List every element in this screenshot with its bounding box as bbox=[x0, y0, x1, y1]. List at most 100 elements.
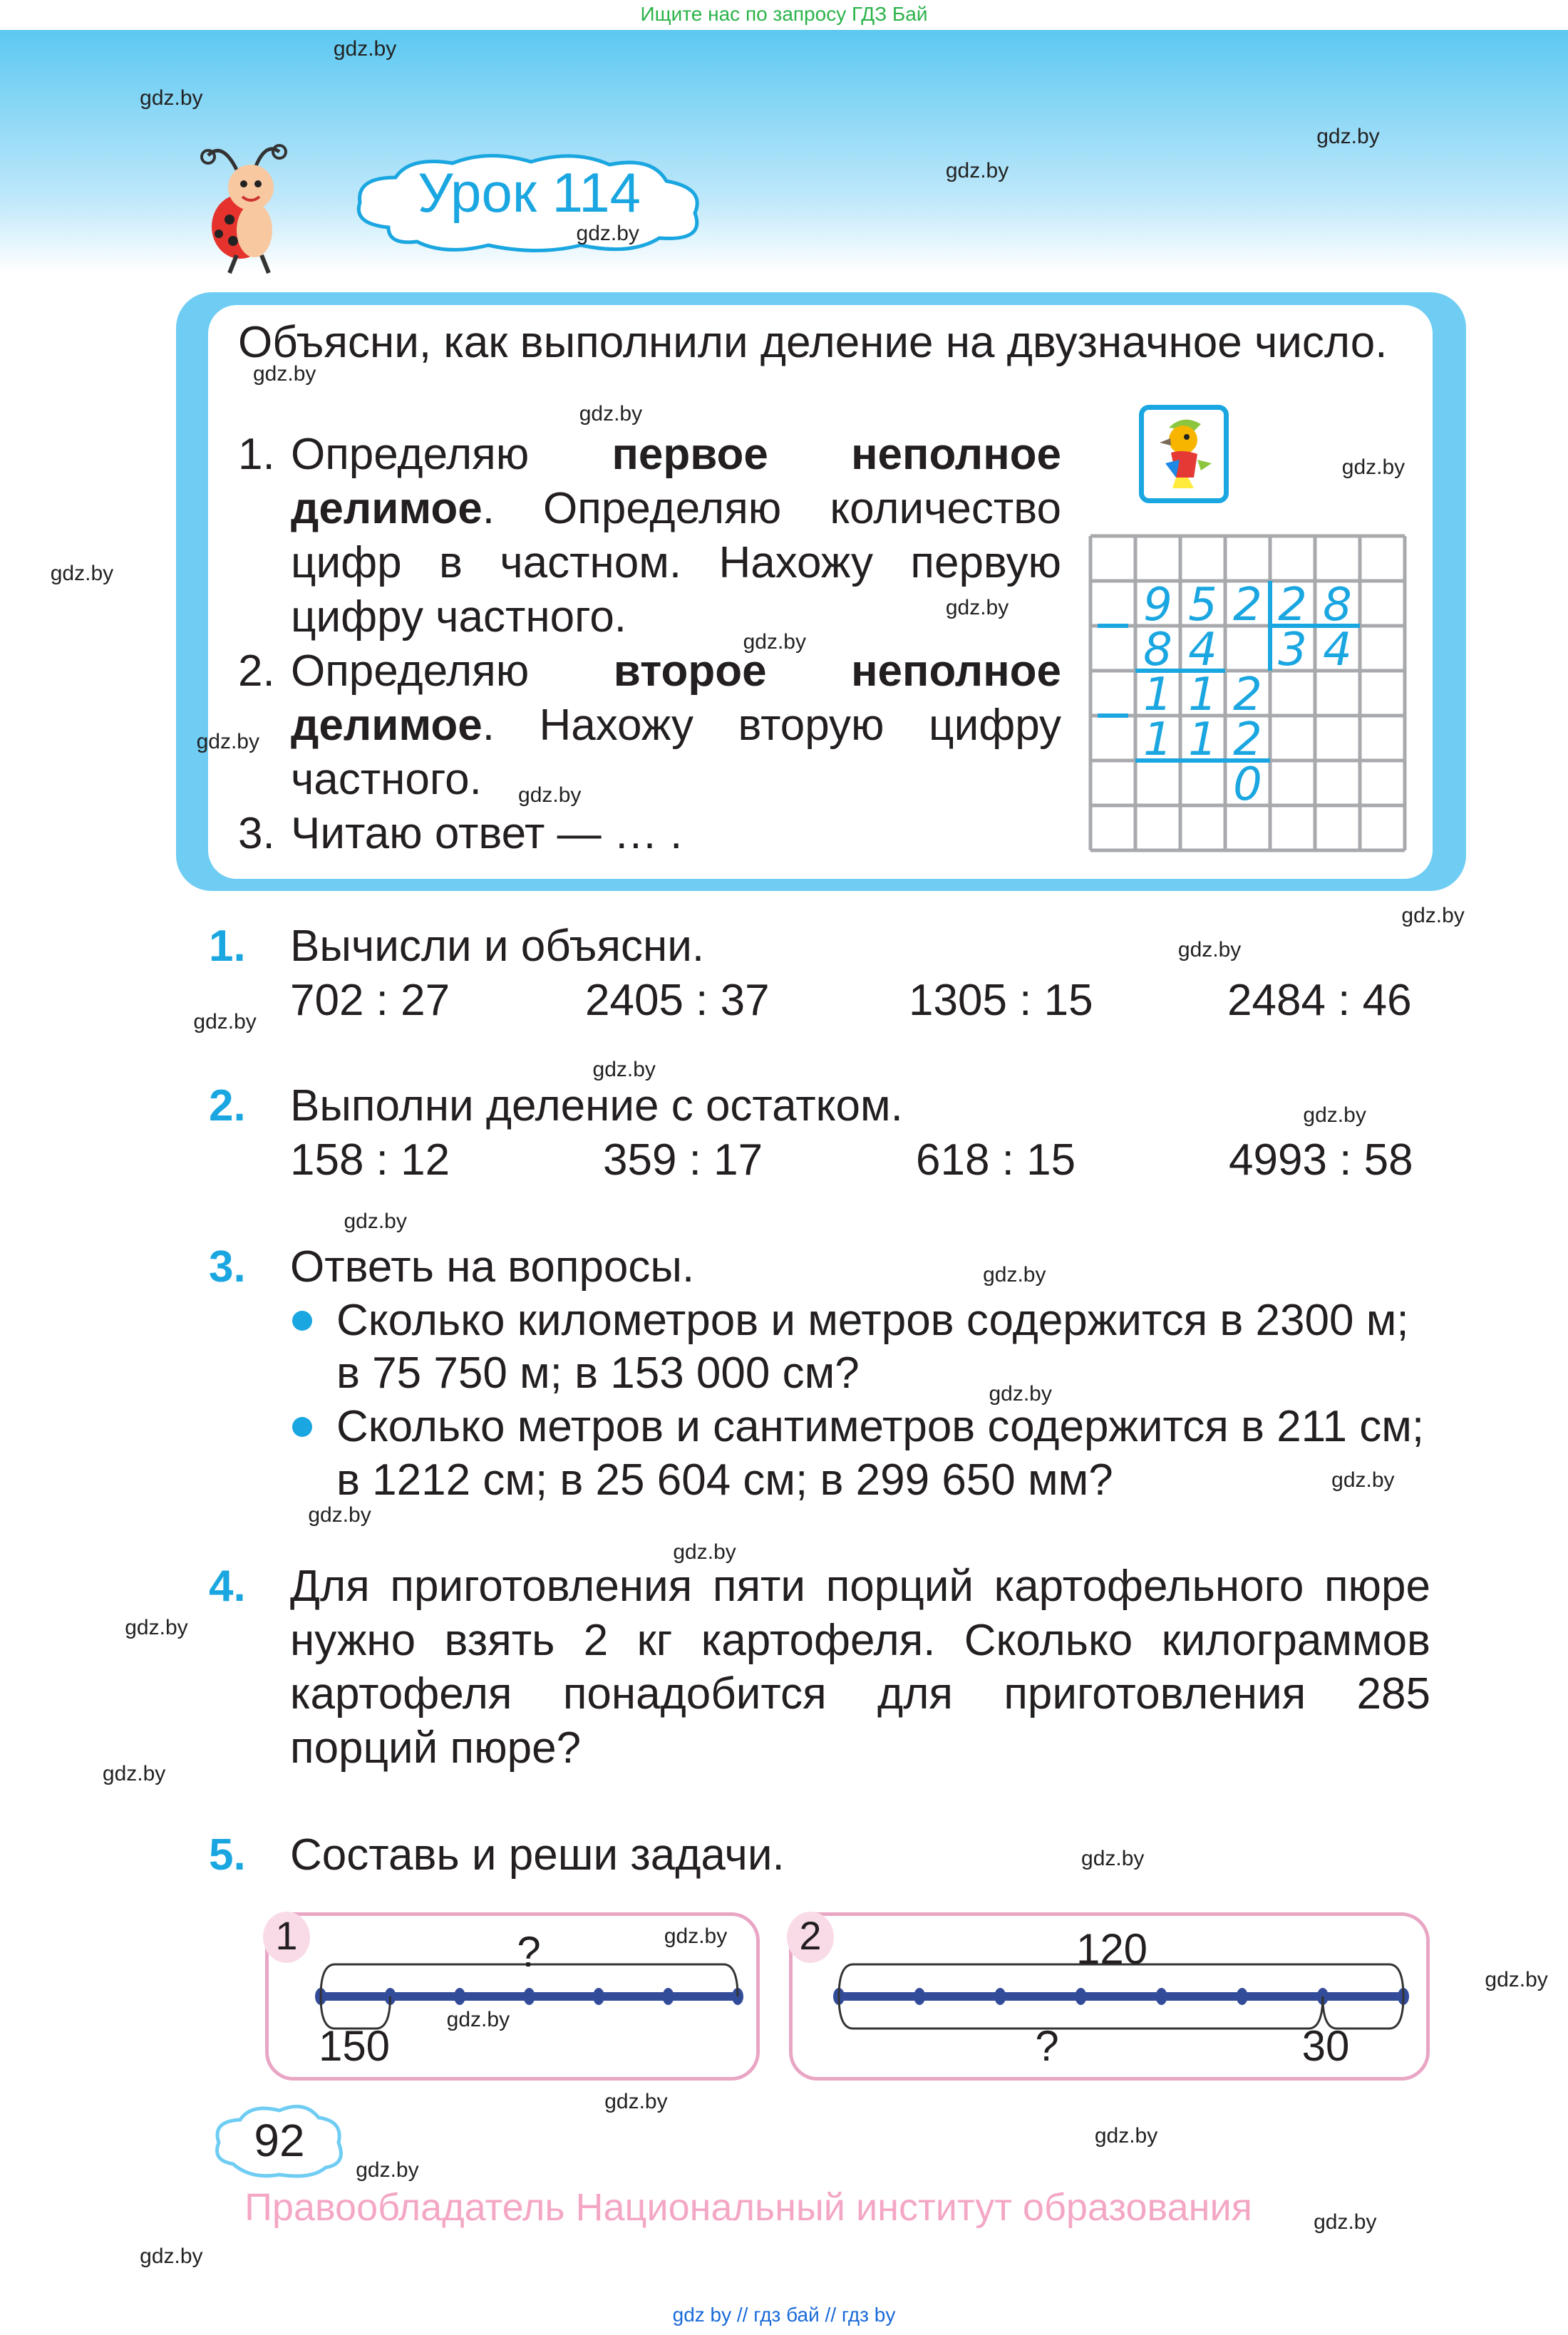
question-line: в 1212 см; в 25 604 см; в 299 650 мм? bbox=[336, 1455, 1113, 1505]
step-text-part: . Определяю количество цифр в частном. Н… bbox=[291, 484, 1061, 641]
expression: 4993 : 58 bbox=[1229, 1135, 1413, 1185]
segment-diagram bbox=[833, 1963, 1409, 2030]
page-number-cloud bbox=[215, 2104, 343, 2178]
bullet-icon bbox=[292, 1417, 312, 1437]
segment-point bbox=[914, 1988, 926, 2005]
watermark: gdz.by bbox=[983, 1263, 1046, 1287]
diagram-number: 2 bbox=[787, 1912, 834, 1963]
watermark: gdz.by bbox=[743, 629, 806, 654]
segment-point bbox=[1155, 1988, 1167, 2005]
watermark: gdz.by bbox=[446, 2008, 510, 2032]
handwritten-digit: 5 bbox=[1188, 579, 1217, 632]
parrot-picture bbox=[1139, 405, 1229, 503]
expression: 702 : 27 bbox=[290, 976, 450, 1025]
segment-point bbox=[994, 1988, 1006, 2005]
watermark: gdz.by bbox=[140, 86, 203, 110]
brace bbox=[1321, 1996, 1405, 2030]
explanation-steps: 1. Определяю первое неполное делимое. Опр… bbox=[238, 428, 1061, 861]
step-text-part: Читаю ответ — … . bbox=[291, 809, 683, 858]
watermark: gdz.by bbox=[1485, 1967, 1548, 1991]
handwritten-digit: 1 bbox=[1143, 713, 1172, 766]
handwritten-digit: 4 bbox=[1323, 624, 1352, 676]
watermark: gdz.by bbox=[989, 1382, 1052, 1406]
footer-links[interactable]: gdz by // гдз бай // гдз by bbox=[672, 2304, 896, 2326]
brace bbox=[837, 1963, 1405, 1997]
expression: 1305 : 15 bbox=[909, 976, 1093, 1025]
watermark: gdz.by bbox=[945, 159, 1009, 183]
expression: 2405 : 37 bbox=[585, 976, 770, 1025]
segment-point bbox=[1236, 1988, 1248, 2005]
division-grid: 9 5 2 2 88 4 3 41 1 21 1 20 bbox=[1088, 534, 1407, 852]
handwritten-digit: 2 bbox=[1278, 579, 1307, 632]
expression: 158 : 12 bbox=[290, 1135, 450, 1185]
watermark: gdz.by bbox=[1341, 455, 1405, 480]
lesson-title: Урок 114 bbox=[418, 161, 641, 224]
step-text: Определяю первое неполное делимое. Опред… bbox=[291, 428, 1061, 644]
watermark: gdz.by bbox=[196, 729, 259, 753]
watermark: gdz.by bbox=[308, 1502, 371, 1527]
watermark: gdz.by bbox=[344, 1209, 407, 1233]
watermark: gdz.by bbox=[945, 595, 1009, 619]
watermark: gdz.by bbox=[50, 561, 114, 585]
lesson-title-cloud bbox=[357, 153, 699, 252]
exercise-5-number: 5. bbox=[209, 1830, 246, 1880]
watermark: gdz.by bbox=[1316, 125, 1380, 149]
page-number: 92 bbox=[254, 2115, 305, 2166]
watermark: gdz.by bbox=[576, 222, 639, 246]
diagram-number: 1 bbox=[263, 1912, 310, 1963]
step-item: 1. Определяю первое неполное делимое. Опр… bbox=[238, 428, 1061, 644]
segment-point bbox=[593, 1988, 604, 2005]
brace bbox=[319, 1996, 391, 2030]
watermark: gdz.by bbox=[1401, 904, 1465, 928]
step-term: второе неполное делимое bbox=[291, 646, 1061, 750]
expression: 618 : 15 bbox=[916, 1135, 1076, 1185]
segment-point bbox=[454, 1988, 465, 2005]
segment-point bbox=[662, 1988, 674, 2005]
step-number: 3. bbox=[238, 809, 275, 858]
handwritten-digit: 0 bbox=[1233, 758, 1262, 811]
exercise-2-title: Выполни деление с остатком. bbox=[290, 1081, 903, 1130]
watermark: gdz.by bbox=[1314, 2210, 1377, 2235]
question-line: Сколько метров и сантиметров содержится … bbox=[336, 1402, 1425, 1451]
watermark: gdz.by bbox=[356, 2158, 419, 2182]
watermark: gdz.by bbox=[125, 1616, 188, 1640]
step-item: 3. Читаю ответ — … . bbox=[238, 807, 1061, 861]
segment-diagram bbox=[315, 1963, 743, 2030]
brace bbox=[837, 1996, 1324, 2030]
diagram-1: 1 ? 150 bbox=[263, 1912, 760, 2081]
step-text-part: Определяю bbox=[291, 430, 612, 479]
exercise-1-number: 1. bbox=[209, 922, 246, 971]
step-number: 2. bbox=[238, 646, 275, 696]
watermark: gdz.by bbox=[1303, 1103, 1366, 1128]
copyright: Правообладатель Национальный институт об… bbox=[244, 2186, 1252, 2229]
bullet-icon bbox=[292, 1311, 312, 1331]
watermark: gdz.by bbox=[252, 361, 316, 386]
question-line: Сколько километров и метров содержится в… bbox=[336, 1296, 1409, 1345]
handwritten-digit: 2 bbox=[1233, 669, 1262, 721]
handwritten-digit: 3 bbox=[1278, 624, 1307, 676]
exercise-2-number: 2. bbox=[209, 1081, 246, 1130]
exercise-4-text: Для приготовления пяти порций картофельн… bbox=[290, 1562, 1430, 1773]
watermark: gdz.by bbox=[664, 1924, 728, 1948]
segment-point bbox=[523, 1988, 535, 2005]
step-item: 2. Определяю второе неполное делимое. Нах… bbox=[238, 644, 1061, 807]
watermark: gdz.by bbox=[1094, 2124, 1158, 2148]
step-text-part: . Нахожу вторую цифру частного. bbox=[291, 701, 1061, 804]
watermark: gdz.by bbox=[518, 783, 582, 808]
step-number: 1. bbox=[238, 430, 275, 479]
top-note: Ищите нас по запросу ГДЗ Бай bbox=[640, 3, 928, 25]
handwritten-digit: 2 bbox=[1233, 713, 1262, 766]
ladybug-mascot bbox=[200, 144, 287, 274]
watermark: gdz.by bbox=[333, 36, 397, 61]
watermark: gdz.by bbox=[140, 2244, 203, 2269]
step-text: Читаю ответ — … . bbox=[291, 807, 682, 861]
expression: 2484 : 46 bbox=[1227, 976, 1412, 1025]
handwritten-digit: 4 bbox=[1188, 624, 1217, 676]
handwritten-digit: 8 bbox=[1143, 624, 1172, 676]
step-text: Определяю второе неполное делимое. Нахож… bbox=[291, 644, 1061, 807]
handwritten-digit: 1 bbox=[1143, 669, 1172, 721]
parrot-icon bbox=[1160, 419, 1212, 488]
diagram-bottom-label: 150 bbox=[318, 2022, 391, 2070]
handwritten-digit: 1 bbox=[1188, 669, 1217, 721]
handwritten-digit: 2 bbox=[1233, 579, 1262, 632]
